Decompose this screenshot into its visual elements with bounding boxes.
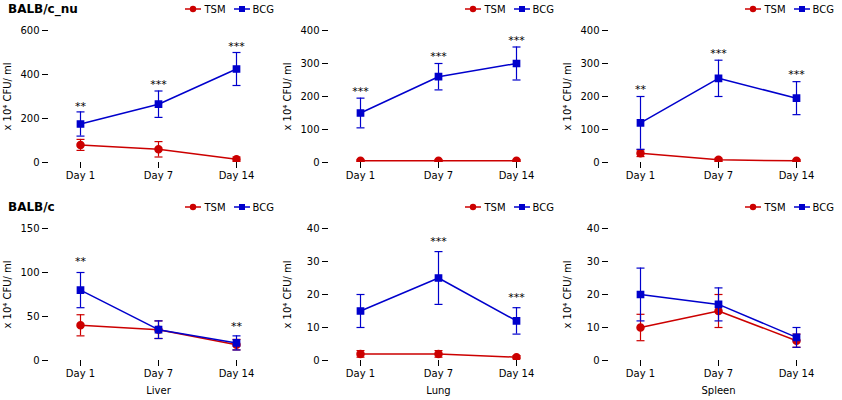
svg-text:0: 0 <box>33 355 39 366</box>
svg-text:200: 200 <box>300 91 319 102</box>
svg-text:Day 7: Day 7 <box>424 170 453 181</box>
svg-text:Day 1: Day 1 <box>346 170 375 181</box>
svg-text:100: 100 <box>580 124 599 135</box>
svg-text:50: 50 <box>27 311 40 322</box>
html-text:TSM: TSM <box>484 201 506 213</box>
svg-text:x 10⁴ CFU/ ml: x 10⁴ CFU/ ml <box>282 62 293 130</box>
svg-text:***: *** <box>430 50 447 63</box>
svg-text:100: 100 <box>300 124 319 135</box>
svg-text:Day 14: Day 14 <box>779 170 815 181</box>
svg-text:Day 7: Day 7 <box>704 170 733 181</box>
svg-text:Day 14: Day 14 <box>499 170 535 181</box>
svg-text:Day 14: Day 14 <box>219 170 255 181</box>
svg-text:20: 20 <box>307 289 320 300</box>
svg-text:10: 10 <box>307 322 320 333</box>
svg-text:400: 400 <box>20 69 39 80</box>
svg-text:x 10⁴ CFU/ ml: x 10⁴ CFU/ ml <box>562 260 573 328</box>
html-text:BCG: BCG <box>812 3 834 15</box>
svg-text:Day 14: Day 14 <box>779 368 815 379</box>
svg-text:Day 7: Day 7 <box>704 368 733 379</box>
svg-text:x 10⁴ CFU/ ml: x 10⁴ CFU/ ml <box>2 62 13 130</box>
html-text:BALB/c: BALB/c <box>8 200 55 214</box>
svg-text:**: ** <box>231 320 243 333</box>
svg-text:0: 0 <box>33 157 39 168</box>
svg-text:***: *** <box>352 85 369 98</box>
svg-text:***: *** <box>788 68 805 81</box>
svg-text:0: 0 <box>313 355 319 366</box>
html-text:BCG: BCG <box>252 3 274 15</box>
svg-text:***: *** <box>508 34 525 47</box>
svg-text:Lung: Lung <box>426 385 450 396</box>
svg-text:**: ** <box>75 100 87 113</box>
svg-text:Day 14: Day 14 <box>499 368 535 379</box>
html-text:BCG: BCG <box>252 201 274 213</box>
svg-text:x 10⁴ CFU/ ml: x 10⁴ CFU/ ml <box>282 260 293 328</box>
svg-text:Day 1: Day 1 <box>66 170 95 181</box>
svg-text:Day 1: Day 1 <box>66 368 95 379</box>
svg-text:***: *** <box>228 40 245 53</box>
svg-text:***: *** <box>710 47 727 60</box>
html-text:TSM: TSM <box>204 201 226 213</box>
svg-text:***: *** <box>430 235 447 248</box>
svg-text:Day 1: Day 1 <box>346 368 375 379</box>
svg-text:150: 150 <box>20 223 39 234</box>
svg-text:x 10⁴ CFU/ ml: x 10⁴ CFU/ ml <box>2 260 13 328</box>
html-text:BCG: BCG <box>812 201 834 213</box>
svg-text:10: 10 <box>587 322 600 333</box>
svg-text:0: 0 <box>593 157 599 168</box>
svg-text:***: *** <box>508 291 525 304</box>
svg-text:300: 300 <box>580 58 599 69</box>
svg-text:Liver: Liver <box>146 385 171 396</box>
html-text:TSM: TSM <box>204 3 226 15</box>
svg-text:Day 14: Day 14 <box>219 368 255 379</box>
html-text:BCG: BCG <box>532 3 554 15</box>
svg-text:**: ** <box>635 83 647 96</box>
svg-text:Day 7: Day 7 <box>424 368 453 379</box>
html-text:BCG: BCG <box>532 201 554 213</box>
svg-text:400: 400 <box>580 25 599 36</box>
svg-text:400: 400 <box>300 25 319 36</box>
svg-text:Day 7: Day 7 <box>144 170 173 181</box>
svg-text:0: 0 <box>593 355 599 366</box>
html-text:TSM: TSM <box>764 201 786 213</box>
svg-text:40: 40 <box>307 223 320 234</box>
html-text:BALB/c_nu: BALB/c_nu <box>8 2 78 16</box>
svg-text:100: 100 <box>20 267 39 278</box>
svg-text:Day 7: Day 7 <box>144 368 173 379</box>
html-text:TSM: TSM <box>484 3 506 15</box>
svg-text:20: 20 <box>587 289 600 300</box>
svg-text:***: *** <box>150 78 167 91</box>
svg-text:600: 600 <box>20 25 39 36</box>
svg-text:0: 0 <box>313 157 319 168</box>
svg-text:200: 200 <box>20 113 39 124</box>
svg-text:30: 30 <box>587 256 600 267</box>
svg-text:30: 30 <box>307 256 320 267</box>
svg-text:**: ** <box>75 255 87 268</box>
svg-text:x 10⁴ CFU/ ml: x 10⁴ CFU/ ml <box>562 62 573 130</box>
svg-text:Day 1: Day 1 <box>626 170 655 181</box>
svg-text:40: 40 <box>587 223 600 234</box>
svg-text:300: 300 <box>300 58 319 69</box>
html-text:TSM: TSM <box>764 3 786 15</box>
svg-text:200: 200 <box>580 91 599 102</box>
svg-text:Day 1: Day 1 <box>626 368 655 379</box>
svg-text:Spleen: Spleen <box>701 385 735 396</box>
